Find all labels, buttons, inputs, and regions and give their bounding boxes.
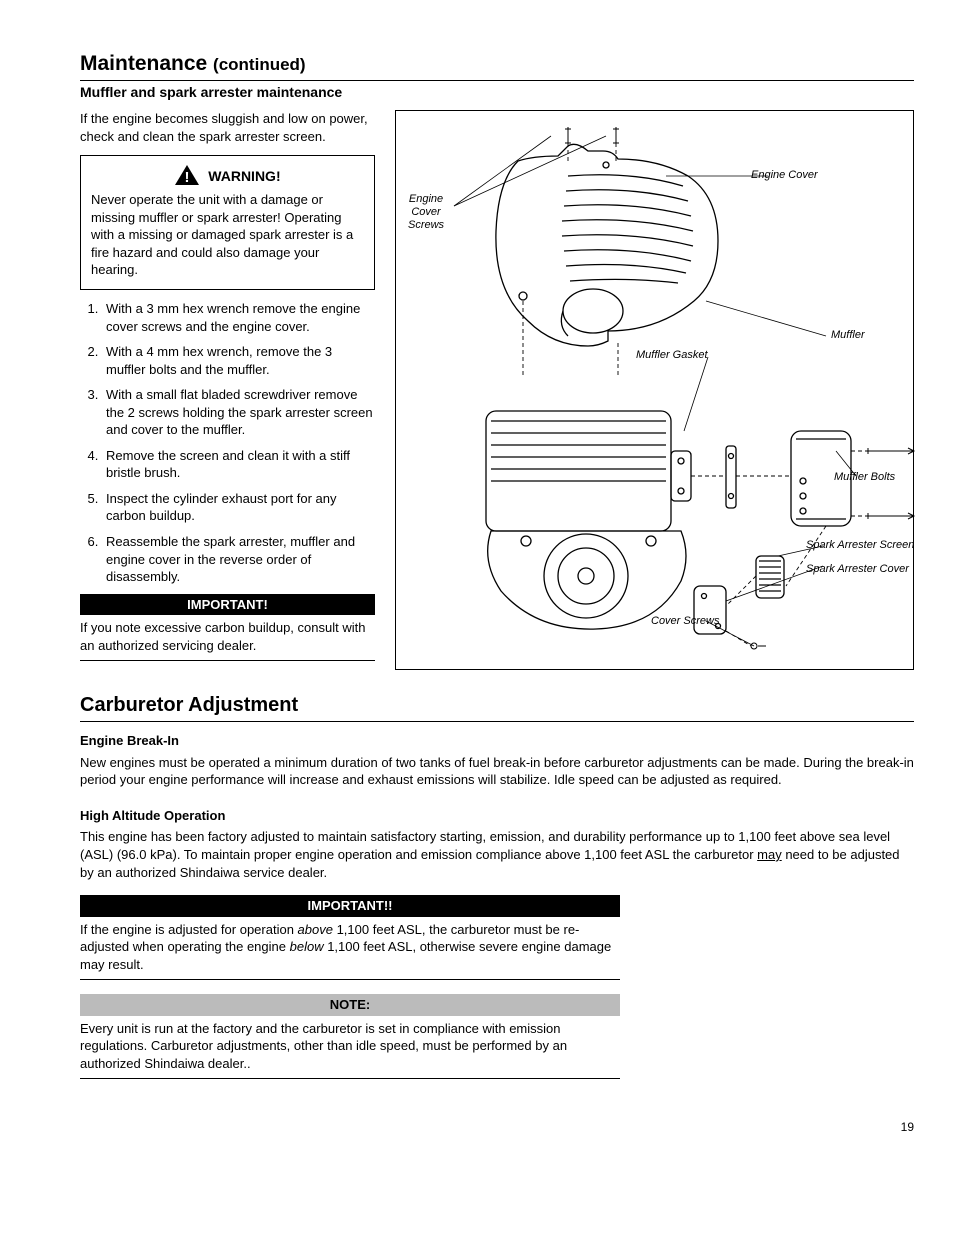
subsection-heading: Muffler and spark arrester maintenance <box>80 80 914 102</box>
warning-body: Never operate the unit with a damage or … <box>91 192 353 277</box>
intro-paragraph: If the engine becomes sluggish and low o… <box>80 110 375 145</box>
paragraph: This engine has been factory adjusted to… <box>80 828 914 881</box>
label-cover-screws: Cover Screws <box>651 615 719 628</box>
italic-below: below <box>290 939 324 954</box>
label-engine-cover: Engine Cover <box>751 169 818 182</box>
subsection-heading: Engine Break-In <box>80 732 914 750</box>
note-block: NOTE: Every unit is run at the factory a… <box>80 994 620 1079</box>
step-item: With a 3 mm hex wrench remove the engine… <box>102 300 375 335</box>
underline-may: may <box>757 847 782 862</box>
section-heading: Carburetor Adjustment <box>80 692 914 722</box>
step-item: Reassemble the spark arrester, muffler a… <box>102 533 375 586</box>
step-item: Remove the screen and clean it with a st… <box>102 447 375 482</box>
step-item: With a small flat bladed screwdriver rem… <box>102 386 375 439</box>
label-spark-arrester-screen: Spark Arrester Screen <box>806 539 914 552</box>
left-column: If the engine becomes sluggish and low o… <box>80 110 375 670</box>
note-body: Every unit is run at the factory and the… <box>80 1016 620 1080</box>
note-bar: NOTE: <box>80 994 620 1016</box>
carburetor-section: Carburetor Adjustment Engine Break-In Ne… <box>80 692 914 1079</box>
exploded-diagram: Engine Cover Screws Engine Cover Muffler… <box>395 110 914 670</box>
label-muffler: Muffler <box>831 329 865 342</box>
label-muffler-gasket: Muffler Gasket <box>636 349 708 362</box>
right-column: Engine Cover Screws Engine Cover Muffler… <box>395 110 914 670</box>
page-header: Maintenance (continued) Muffler and spar… <box>80 50 914 102</box>
continued-label: (continued) <box>213 55 306 74</box>
step-item: With a 4 mm hex wrench, remove the 3 muf… <box>102 343 375 378</box>
important-body: If you note excessive carbon buildup, co… <box>80 615 375 661</box>
paragraph: New engines must be operated a minimum d… <box>80 754 914 789</box>
page-title: Maintenance <box>80 52 207 75</box>
steps-list: With a 3 mm hex wrench remove the engine… <box>80 300 375 586</box>
subsection-heading: High Altitude Operation <box>80 807 914 825</box>
important-block: IMPORTANT!! If the engine is adjusted fo… <box>80 895 620 980</box>
leader-lines <box>396 111 936 671</box>
warning-icon: ! <box>174 164 200 191</box>
warning-heading: ! WARNING! <box>91 164 364 191</box>
two-column-layout: If the engine becomes sluggish and low o… <box>80 110 914 670</box>
warning-box: ! WARNING! Never operate the unit with a… <box>80 155 375 290</box>
important-body: If the engine is adjusted for operation … <box>80 917 620 981</box>
italic-above: above <box>298 922 333 937</box>
svg-text:!: ! <box>185 169 190 186</box>
important-bar: IMPORTANT!! <box>80 895 620 917</box>
label-muffler-bolts: Muffler Bolts <box>834 471 895 484</box>
page-number: 19 <box>80 1119 914 1135</box>
warning-title: WARNING! <box>208 168 280 184</box>
step-item: Inspect the cylinder exhaust port for an… <box>102 490 375 525</box>
important-bar: IMPORTANT! <box>80 594 375 616</box>
label-engine-cover-screws: Engine Cover Screws <box>408 193 444 231</box>
label-spark-arrester-cover: Spark Arrester Cover <box>806 563 909 576</box>
